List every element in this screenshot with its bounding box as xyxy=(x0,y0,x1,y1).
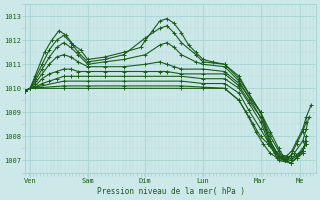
X-axis label: Pression niveau de la mer( hPa ): Pression niveau de la mer( hPa ) xyxy=(97,187,244,196)
